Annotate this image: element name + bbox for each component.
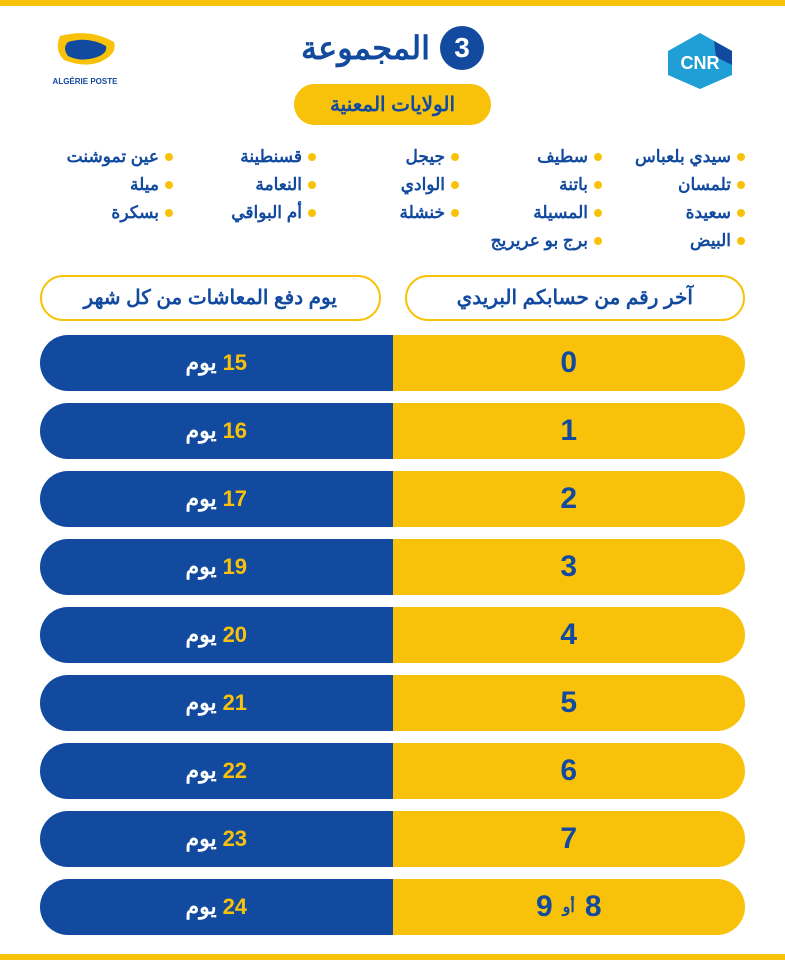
day-cell: 22يوم [40, 743, 393, 799]
header: CNR 3 المجموعة الولايات المعنية ALGÉRIE … [0, 6, 785, 135]
day-cell: 21يوم [40, 675, 393, 731]
wilaya-name: النعامة [255, 175, 302, 195]
schedule-row: 217يوم [40, 471, 745, 527]
wilaya-name: جيجل [406, 147, 446, 167]
bullet-icon [165, 209, 173, 217]
logo-algerie-poste: ALGÉRIE POSTE [40, 26, 130, 96]
wilaya-item: المسيلة [469, 203, 602, 223]
wilaya-item: جيجل [326, 147, 459, 167]
schedule-rows: 015يوم116يوم217يوم319يوم420يوم521يوم622ي… [0, 335, 785, 935]
digit-cell: 0 [393, 335, 746, 391]
bullet-icon [737, 209, 745, 217]
wilaya-item: النعامة [183, 175, 316, 195]
wilaya-name: بسكرة [111, 203, 159, 223]
page-title: 3 المجموعة [301, 26, 484, 70]
digit-cell: 7 [393, 811, 746, 867]
day-cell: 17يوم [40, 471, 393, 527]
schedule-row: 420يوم [40, 607, 745, 663]
bullet-icon [594, 209, 602, 217]
wilaya-name: ميلة [130, 175, 159, 195]
wilaya-item: خنشلة [326, 203, 459, 223]
wilaya-name: تلمسان [678, 175, 731, 195]
schedule-row: 015يوم [40, 335, 745, 391]
wilaya-name: أم البواقي [231, 203, 302, 223]
logo-cnr: CNR [655, 26, 745, 96]
wilaya-item: باتنة [469, 175, 602, 195]
day-cell: 19يوم [40, 539, 393, 595]
column-headers: آخر رقم من حسابكم البريدي يوم دفع المعاش… [0, 269, 785, 335]
wilaya-name: البيض [690, 231, 731, 251]
schedule-row: 622يوم [40, 743, 745, 799]
bullet-icon [594, 237, 602, 245]
wilaya-item: الوادي [326, 175, 459, 195]
col-header-day: يوم دفع المعاشات من كل شهر [40, 275, 381, 321]
wilaya-name: سيدي بلعباس [635, 147, 731, 167]
wilaya-item: ميلة [40, 175, 173, 195]
day-cell: 16يوم [40, 403, 393, 459]
col-header-digit: آخر رقم من حسابكم البريدي [405, 275, 746, 321]
wilaya-item: قسنطينة [183, 147, 316, 167]
digit-cell: 6 [393, 743, 746, 799]
title-block: 3 المجموعة الولايات المعنية [130, 26, 655, 125]
wilaya-item: سيدي بلعباس [612, 147, 745, 167]
wilayas-grid: سيدي بلعباس سطيف جيجل قسنطينة عين تموشنت تلمس… [0, 135, 785, 269]
wilaya-name: المسيلة [533, 203, 588, 223]
bullet-icon [451, 153, 459, 161]
bullet-icon [308, 153, 316, 161]
wilaya-name: برج بو عريريج [491, 231, 588, 251]
wilaya-item: عين تموشنت [40, 147, 173, 167]
day-cell: 24يوم [40, 879, 393, 935]
bullet-icon [737, 237, 745, 245]
wilaya-item: بسكرة [40, 203, 173, 223]
wilaya-name: سعيدة [686, 203, 731, 223]
wilaya-name: عين تموشنت [67, 147, 159, 167]
digit-cell: 5 [393, 675, 746, 731]
digit-cell: 4 [393, 607, 746, 663]
group-badge: 3 [440, 26, 484, 70]
title-word: المجموعة [301, 29, 430, 67]
bullet-icon [165, 181, 173, 189]
wilaya-item: برج بو عريريج [469, 231, 602, 251]
wilaya-item: سعيدة [612, 203, 745, 223]
schedule-row: 723يوم [40, 811, 745, 867]
wilaya-name: قسنطينة [240, 147, 302, 167]
subhead-pill: الولايات المعنية [294, 84, 491, 125]
bullet-icon [308, 181, 316, 189]
wilaya-name: الوادي [401, 175, 445, 195]
schedule-row: 319يوم [40, 539, 745, 595]
schedule-row: 521يوم [40, 675, 745, 731]
wilaya-item: تلمسان [612, 175, 745, 195]
bullet-icon [737, 153, 745, 161]
digit-cell: 3 [393, 539, 746, 595]
wilaya-name: باتنة [559, 175, 588, 195]
wilaya-item: البيض [612, 231, 745, 251]
wilaya-name: سطيف [537, 147, 588, 167]
day-cell: 20يوم [40, 607, 393, 663]
bullet-icon [594, 181, 602, 189]
wilaya-item: سطيف [469, 147, 602, 167]
bullet-icon [451, 209, 459, 217]
bullet-icon [308, 209, 316, 217]
digit-cell: 1 [393, 403, 746, 459]
wilaya-item: أم البواقي [183, 203, 316, 223]
digit-cell: 2 [393, 471, 746, 527]
wilaya-name: خنشلة [399, 203, 445, 223]
bullet-icon [451, 181, 459, 189]
bullet-icon [737, 181, 745, 189]
schedule-row: 8أو924يوم [40, 879, 745, 935]
cnr-text: CNR [681, 53, 720, 73]
schedule-row: 116يوم [40, 403, 745, 459]
bullet-icon [165, 153, 173, 161]
bullet-icon [594, 153, 602, 161]
day-cell: 23يوم [40, 811, 393, 867]
svg-text:ALGÉRIE POSTE: ALGÉRIE POSTE [53, 77, 119, 86]
digit-cell: 8أو9 [393, 879, 746, 935]
day-cell: 15يوم [40, 335, 393, 391]
